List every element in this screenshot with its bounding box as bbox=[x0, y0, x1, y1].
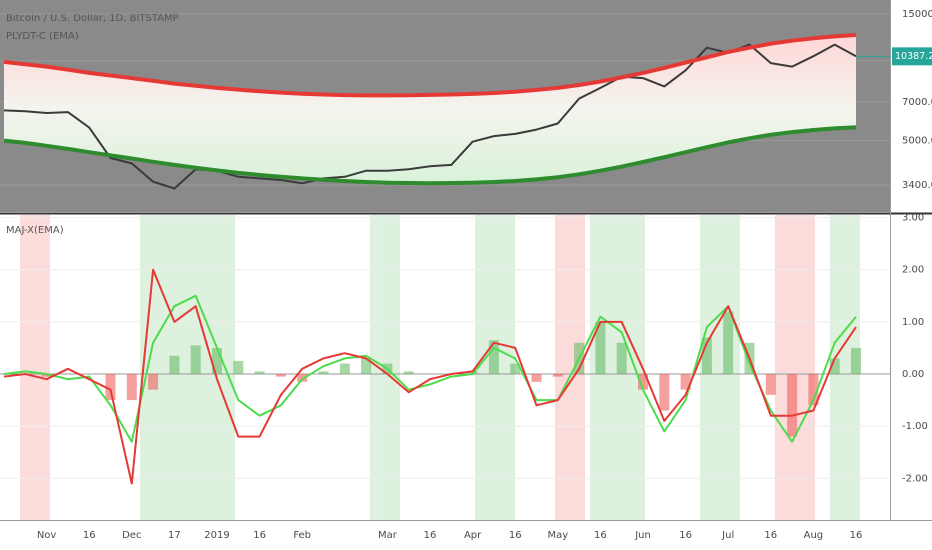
histogram-bar bbox=[659, 374, 670, 411]
histogram-bar bbox=[275, 374, 286, 377]
histogram-bar bbox=[169, 355, 180, 375]
y-tick-label: -1.00 bbox=[902, 421, 928, 432]
histogram-bar bbox=[595, 321, 606, 375]
histogram-bar bbox=[361, 358, 372, 375]
y-tick-label: 3.00 bbox=[902, 213, 924, 224]
y-tick-label: 3400.00 bbox=[902, 180, 932, 191]
x-tick-label: 16 bbox=[83, 530, 96, 541]
band-fill bbox=[4, 35, 856, 184]
histogram-bar bbox=[510, 363, 521, 375]
histogram-bar bbox=[680, 374, 691, 390]
x-tick-label: 16 bbox=[764, 530, 777, 541]
histogram-bar bbox=[254, 371, 265, 375]
y-tick-label: 0.00 bbox=[902, 369, 924, 380]
histogram-bar bbox=[531, 374, 542, 382]
histogram-bar bbox=[552, 374, 563, 377]
oscillator-title: MAJ-X(EMA) bbox=[6, 225, 64, 236]
x-tick-label: 17 bbox=[168, 530, 181, 541]
histogram-bar bbox=[126, 374, 137, 401]
histogram-bar bbox=[488, 340, 499, 375]
histogram-bar bbox=[297, 374, 308, 382]
x-tick-label: Feb bbox=[293, 530, 311, 541]
oscillator-line bbox=[3, 268, 857, 485]
histogram-bar bbox=[212, 347, 222, 375]
x-tick-label: 16 bbox=[253, 530, 266, 541]
y-tick-label: 2.00 bbox=[902, 265, 924, 276]
x-tick-label: Aug bbox=[804, 530, 824, 541]
x-tick-label: Jul bbox=[721, 530, 734, 541]
y-tick-label: 1.00 bbox=[902, 317, 924, 328]
x-tick-label: Jun bbox=[634, 530, 651, 541]
indicator-title: PLYDT-C (EMA) bbox=[6, 31, 79, 42]
histogram-bar bbox=[723, 311, 734, 375]
y-tick-label: -2.00 bbox=[902, 473, 928, 484]
histogram-bar bbox=[851, 347, 861, 375]
histogram-bar bbox=[616, 342, 627, 375]
band-line bbox=[3, 125, 857, 186]
x-tick-label: 16 bbox=[594, 530, 607, 541]
histogram-bar bbox=[318, 371, 329, 375]
price-line bbox=[3, 43, 857, 190]
histogram-bar bbox=[765, 374, 776, 395]
chart-title: Bitcoin / U.S. Dollar, 1D, BITSTAMP bbox=[6, 13, 179, 24]
histogram-bar bbox=[638, 374, 648, 390]
x-tick-label: Dec bbox=[122, 530, 141, 541]
histogram-bar bbox=[148, 374, 159, 390]
histogram-bar bbox=[41, 374, 52, 377]
band-line bbox=[3, 33, 857, 98]
histogram-bar bbox=[190, 345, 201, 375]
histogram-bar bbox=[233, 360, 244, 375]
x-tick-label: 16 bbox=[424, 530, 437, 541]
last-price-box bbox=[892, 47, 932, 66]
x-tick-label: 16 bbox=[850, 530, 863, 541]
histogram-bar bbox=[339, 363, 350, 375]
histogram-bar bbox=[105, 374, 116, 401]
oscillator-line bbox=[3, 294, 857, 443]
x-tick-label: 2019 bbox=[204, 530, 229, 541]
histogram-bar bbox=[701, 337, 712, 375]
x-tick-label: Apr bbox=[464, 530, 482, 541]
x-tick-label: May bbox=[547, 530, 568, 541]
y-tick-label: 7000.00 bbox=[902, 97, 932, 108]
y-tick-label: 5000.00 bbox=[902, 136, 932, 147]
x-tick-label: Nov bbox=[37, 530, 57, 541]
x-tick-label: 16 bbox=[679, 530, 692, 541]
y-tick-label: 15000.00 bbox=[902, 9, 932, 20]
histogram-bar bbox=[403, 371, 414, 375]
histogram-bar bbox=[808, 374, 819, 406]
x-tick-label: Mar bbox=[378, 530, 398, 541]
histogram-bar bbox=[787, 374, 798, 437]
histogram-bar bbox=[829, 358, 840, 375]
x-tick-label: 16 bbox=[509, 530, 522, 541]
last-price-label: 10387.20 bbox=[895, 51, 932, 62]
